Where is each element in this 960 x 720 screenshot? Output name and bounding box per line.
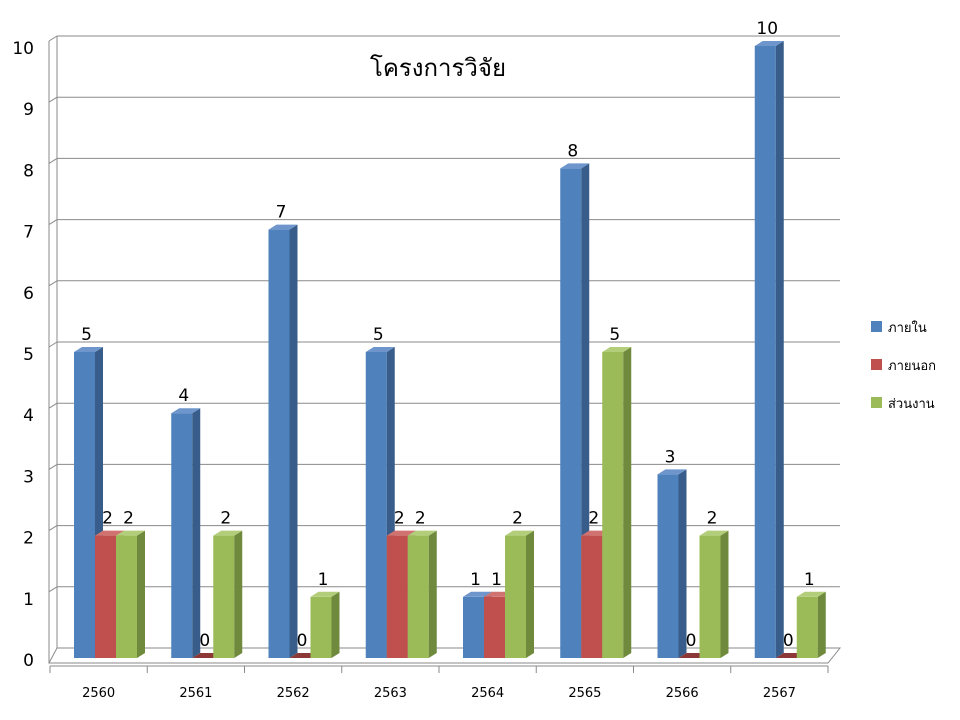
bar bbox=[268, 224, 298, 658]
data-label: 5 bbox=[609, 325, 620, 345]
bar bbox=[407, 530, 437, 658]
gridline-side bbox=[48, 96, 58, 103]
y-tick-label: 7 bbox=[23, 223, 34, 243]
bar bbox=[213, 530, 243, 658]
data-label: 0 bbox=[783, 631, 794, 651]
legend-label: ภายใน bbox=[888, 320, 927, 336]
legend-item: ภายนอก bbox=[871, 359, 936, 374]
bar bbox=[796, 591, 826, 658]
bar bbox=[505, 530, 534, 658]
x-tick-label: 2565 bbox=[568, 686, 601, 701]
x-tick-label: 2560 bbox=[82, 686, 115, 701]
gridline-side bbox=[48, 157, 58, 164]
data-label: 0 bbox=[686, 631, 697, 651]
data-label: 2 bbox=[512, 509, 523, 529]
legend-label: ภายนอก bbox=[888, 359, 936, 374]
gridline-side bbox=[48, 280, 58, 287]
y-tick-label: 4 bbox=[23, 406, 34, 426]
x-axis: 2560 2561 2562 2563 2564 2565 2566 2567 bbox=[49, 665, 829, 701]
floor-plane bbox=[48, 647, 842, 664]
y-tick-label: 2 bbox=[23, 529, 34, 549]
data-label: 0 bbox=[297, 631, 308, 651]
y-tick-label: 1 bbox=[23, 590, 34, 610]
data-label: 2 bbox=[394, 509, 405, 529]
data-label: 2 bbox=[415, 509, 426, 529]
gridline-side bbox=[48, 341, 58, 348]
chart-title: โครงการวิจัย bbox=[370, 54, 506, 82]
legend-item: ส่วนงาน bbox=[871, 397, 935, 412]
y-tick-label: 9 bbox=[23, 100, 34, 120]
bar bbox=[310, 591, 340, 658]
data-label: 4 bbox=[178, 386, 189, 406]
y-tick-label: 6 bbox=[23, 284, 34, 304]
data-label: 2 bbox=[707, 509, 718, 529]
gridline-side bbox=[48, 402, 58, 409]
x-tick-label: 2567 bbox=[763, 686, 796, 701]
x-tick-label: 2566 bbox=[666, 686, 699, 701]
bar bbox=[657, 469, 687, 658]
bar bbox=[699, 530, 729, 658]
legend-label: ส่วนงาน bbox=[888, 397, 935, 412]
bar bbox=[171, 408, 201, 658]
x-tick-label: 2564 bbox=[471, 686, 504, 701]
data-label: 5 bbox=[81, 325, 92, 345]
data-label: 1 bbox=[804, 570, 815, 590]
gridline-side bbox=[48, 35, 58, 42]
y-axis: 0 1 2 3 4 5 6 7 8 9 10 bbox=[12, 39, 34, 671]
data-label: 0 bbox=[199, 631, 210, 651]
data-label: 3 bbox=[665, 447, 676, 467]
y-tick-label: 8 bbox=[23, 161, 34, 181]
y-tick-label: 5 bbox=[23, 345, 34, 365]
data-label: 1 bbox=[470, 570, 481, 590]
bar bbox=[602, 347, 632, 658]
data-label: 2 bbox=[588, 509, 599, 529]
data-label: 2 bbox=[123, 509, 134, 529]
x-tick-label: 2562 bbox=[277, 686, 310, 701]
x-tick-label: 2563 bbox=[374, 686, 407, 701]
chart-floor bbox=[48, 647, 842, 664]
bar bbox=[116, 530, 145, 658]
gridline-side bbox=[48, 463, 58, 470]
gridline-side bbox=[48, 586, 58, 593]
legend-swatch bbox=[871, 359, 882, 370]
x-tick-label: 2561 bbox=[179, 686, 212, 701]
bar bbox=[754, 41, 784, 658]
data-label: 1 bbox=[318, 570, 329, 590]
legend-swatch bbox=[871, 321, 882, 332]
gridline-side bbox=[48, 525, 58, 532]
legend-swatch bbox=[871, 397, 882, 408]
data-label: 8 bbox=[567, 141, 578, 161]
y-tick-label: 0 bbox=[23, 651, 34, 671]
data-label: 1 bbox=[491, 570, 502, 590]
gridline-side bbox=[48, 219, 58, 226]
data-label: 5 bbox=[373, 325, 384, 345]
data-label: 2 bbox=[102, 509, 113, 529]
y-tick-label: 10 bbox=[12, 39, 34, 59]
data-label: 10 bbox=[756, 19, 778, 39]
data-label: 7 bbox=[276, 203, 287, 223]
legend-item: ภายใน bbox=[871, 320, 927, 336]
y-tick-label: 3 bbox=[23, 467, 34, 487]
data-label: 2 bbox=[220, 509, 231, 529]
bars bbox=[74, 41, 826, 658]
